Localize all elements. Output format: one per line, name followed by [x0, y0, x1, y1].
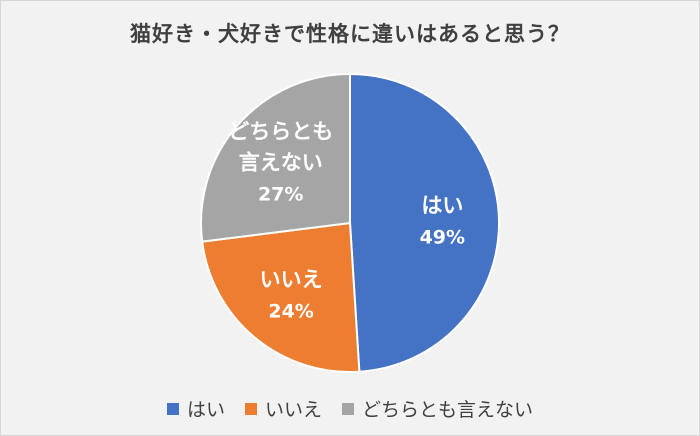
slice-label-yes-value: 49%	[420, 226, 465, 248]
slice-label-no-text: いいえ	[260, 267, 323, 291]
chart-legend: はい いいえ どちらとも言えない	[0, 395, 700, 422]
legend-item-yes: はい	[166, 395, 225, 422]
slice-label-neither-text: どちらとも	[228, 120, 333, 144]
legend-swatch-yes	[166, 402, 179, 415]
slice-label-neither: どちらとも言えない 27%	[228, 120, 333, 206]
slice-label-neither-text: 言えない	[239, 151, 323, 175]
slice-label-no-value: 24%	[268, 300, 313, 322]
slice-label-no: いいえ 24%	[260, 267, 323, 322]
legend-swatch-neither	[342, 402, 354, 415]
legend-label-neither: どちらとも言えない	[362, 399, 534, 421]
legend-swatch-no	[244, 402, 257, 415]
legend-label-no: いいえ	[264, 399, 322, 421]
pie-slices	[200, 72, 500, 373]
pie-slice-yes	[349, 72, 500, 373]
slice-label-yes-text: はい	[421, 193, 463, 217]
slice-label-neither-value: 27%	[258, 184, 303, 206]
slice-label-yes: はい 49%	[420, 193, 465, 248]
pie-labels: はい 49% いいえ 24% どちらとも言えない 27%	[228, 120, 465, 323]
pie-slice-neither	[200, 72, 351, 243]
legend-item-no: いいえ	[244, 395, 322, 422]
chart-title: 猫好き・犬好きで性格に違いはあると思う？	[130, 22, 570, 46]
pie-slice-no	[201, 221, 361, 373]
legend-item-neither: どちらとも言えない	[342, 395, 533, 422]
legend-label-yes: はい	[186, 399, 225, 421]
